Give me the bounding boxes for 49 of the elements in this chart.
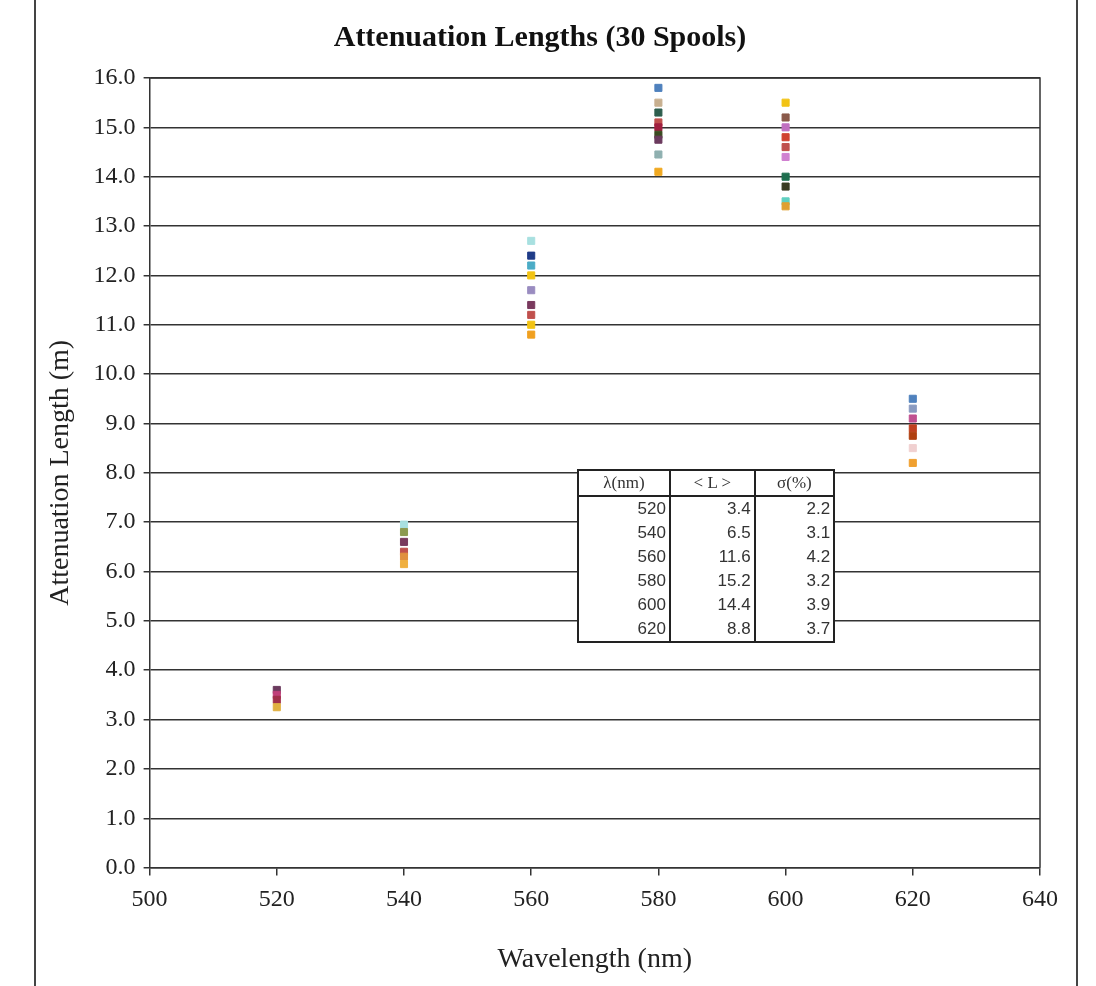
annotation: 3.4	[669, 495, 755, 521]
annotation: 2.2	[754, 495, 835, 521]
y-tick-label: 8.0	[105, 458, 136, 485]
y-tick-label: 11.0	[94, 310, 136, 337]
annotation: 6.5	[669, 520, 755, 545]
y-tick-label: 14.0	[93, 162, 136, 188]
y-tick-label: 16.0	[93, 63, 136, 90]
y-tick-label: 2.0	[105, 754, 136, 781]
annotation: 14.4	[669, 592, 755, 617]
x-tick-label: 500	[131, 885, 168, 912]
annotation: 3.9	[754, 592, 835, 617]
annotation: 8.8	[669, 616, 755, 642]
y-tick-label: 7.0	[105, 507, 136, 534]
y-tick-label: 3.0	[105, 704, 136, 731]
y-tick-label: 6.0	[105, 556, 136, 583]
x-tick-label: 560	[513, 885, 550, 912]
x-tick-label: 620	[894, 885, 931, 912]
x-tick-label: 520	[258, 885, 295, 912]
y-tick-label: 4.0	[105, 655, 136, 682]
x-tick-label: 540	[386, 885, 422, 912]
x-tick-label: 580	[640, 885, 677, 912]
y-tick-label: 12.0	[93, 260, 136, 287]
y-tick-label: 15.0	[93, 112, 136, 139]
y-tick-label: 10.0	[93, 359, 136, 386]
annotation: 600	[577, 592, 670, 617]
y-tick-label: 5.0	[105, 606, 136, 633]
annotation: 580	[577, 568, 670, 593]
x-tick-label: 600	[767, 885, 804, 912]
annotation: λ(nm)	[577, 469, 670, 496]
y-axis-title: Attenuation Length (m)	[43, 339, 75, 606]
chart-title: Attenuation Lengths (30 Spools)	[333, 18, 747, 53]
annotation: 3.1	[754, 520, 835, 545]
annotation: < L >	[669, 469, 755, 496]
annotation: 620	[577, 616, 670, 642]
annotation: 560	[577, 544, 670, 569]
annotation: 540	[577, 520, 670, 545]
annotation: 3.2	[754, 568, 835, 593]
y-tick-label: 13.0	[93, 211, 136, 238]
annotation: 15.2	[669, 568, 755, 593]
y-tick-label: 9.0	[105, 408, 136, 435]
annotation: 3.7	[754, 616, 835, 642]
annotation: 520	[577, 495, 670, 521]
y-tick-label: 1.0	[105, 803, 136, 830]
annotation: 4.2	[754, 544, 835, 569]
x-tick-label: 640	[1022, 885, 1058, 912]
y-tick-label: 0.0	[105, 852, 136, 879]
annotation: σ(%)	[754, 469, 835, 496]
annotation: 11.6	[669, 544, 755, 569]
x-axis-title: Wavelength (nm)	[497, 941, 693, 973]
